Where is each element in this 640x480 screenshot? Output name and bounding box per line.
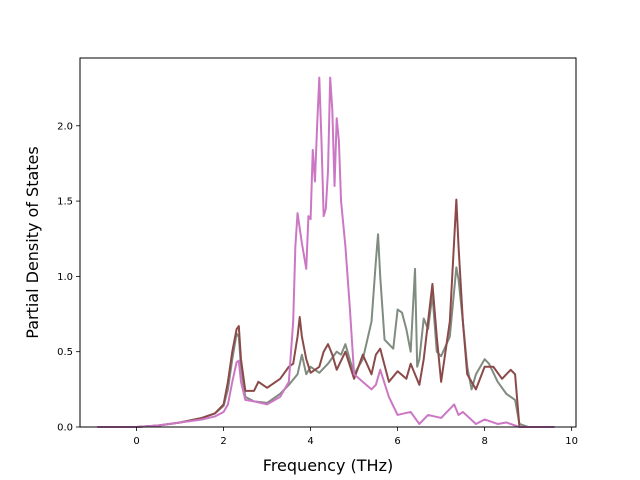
y-tick-label: 1.5 (57, 197, 73, 208)
y-axis-ticks: 0.0 0.5 1.0 1.5 2.0 (57, 121, 80, 434)
y-tick-label: 0.0 (57, 423, 73, 434)
x-tick-label: 4 (307, 436, 313, 447)
x-tick-label: 0 (133, 436, 139, 447)
y-tick-label: 0.5 (57, 347, 73, 358)
x-axis-label: Frequency (THz) (263, 456, 393, 475)
y-tick-label: 1.0 (57, 272, 73, 283)
x-axis-ticks: 0 2 4 6 8 10 (133, 427, 578, 447)
series-layer (97, 76, 555, 428)
x-tick-label: 10 (565, 436, 578, 447)
y-tick-label: 2.0 (57, 121, 73, 132)
series-line-2 (97, 198, 555, 428)
y-axis-label: Partial Density of States (23, 146, 42, 338)
series-line-3 (97, 76, 555, 428)
x-tick-label: 2 (220, 436, 226, 447)
x-tick-label: 6 (394, 436, 400, 447)
x-tick-label: 8 (481, 436, 487, 447)
plot-frame (79, 57, 577, 428)
